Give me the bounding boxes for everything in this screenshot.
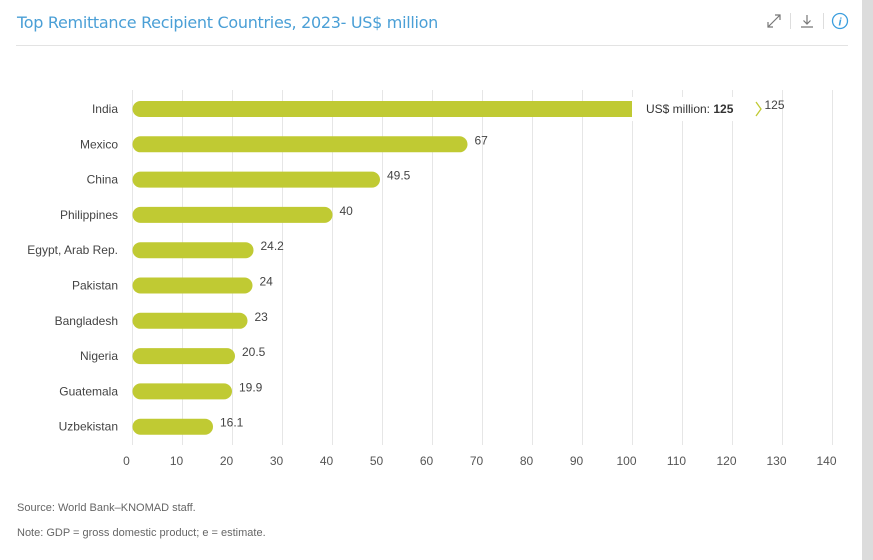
tooltip-box [632, 97, 760, 121]
x-tick-label: 40 [320, 454, 334, 468]
data-label: 20.5 [242, 345, 266, 359]
tooltip-pointer-icon [755, 101, 762, 117]
category-label: Pakistan [72, 279, 118, 293]
header-divider [16, 45, 848, 46]
bar [132, 383, 232, 400]
category-label: Philippines [60, 208, 118, 222]
svg-text:i: i [838, 17, 842, 29]
category-label: Egypt, Arab Rep. [27, 243, 118, 257]
bar [132, 242, 254, 259]
data-label: 19.9 [239, 380, 263, 394]
bar [132, 101, 758, 117]
expand-icon[interactable] [762, 12, 786, 30]
category-label: Guatemala [59, 384, 118, 398]
x-tick-label: 0 [123, 454, 130, 468]
x-tick-label: 90 [570, 454, 584, 468]
x-tick-label: 70 [470, 454, 484, 468]
data-label: 40 [340, 204, 354, 218]
data-label: 24.2 [261, 239, 285, 253]
bar [132, 277, 253, 294]
info-icon[interactable]: i [828, 12, 852, 30]
x-tick-label: 60 [420, 454, 434, 468]
x-tick-label: 100 [616, 454, 636, 468]
x-tick-label: 50 [370, 454, 384, 468]
download-icon[interactable] [795, 12, 819, 30]
category-label: India [92, 102, 118, 116]
source-note: Source: World Bank–KNOMAD staff. [17, 502, 196, 514]
footnote: Note: GDP = gross domestic product; e = … [17, 527, 266, 539]
data-label: 67 [475, 133, 489, 147]
chart-title: Top Remittance Recipient Countries, 2023… [17, 13, 439, 32]
category-label: Mexico [80, 137, 118, 151]
data-label: 125 [765, 98, 785, 112]
x-tick-label: 80 [520, 454, 534, 468]
x-tick-label: 120 [716, 454, 736, 468]
toolbar: i [762, 12, 852, 30]
category-label: Bangladesh [55, 314, 118, 328]
x-tick-label: 110 [667, 454, 686, 468]
divider [790, 13, 791, 29]
x-tick-label: 30 [270, 454, 284, 468]
x-tick-label: 140 [816, 454, 836, 468]
bar [132, 206, 333, 223]
data-label: 23 [255, 310, 269, 324]
data-label: 24 [260, 275, 274, 289]
bar [132, 136, 468, 153]
x-tick-label: 20 [220, 454, 234, 468]
data-label: 49.5 [387, 169, 411, 183]
divider [823, 13, 824, 29]
category-label: China [87, 173, 119, 187]
tooltip-value: 125 [713, 102, 733, 116]
category-label: Uzbekistan [59, 420, 118, 434]
data-label: 16.1 [220, 416, 244, 430]
bar [132, 348, 235, 365]
bar [132, 171, 380, 188]
tooltip-text: US$ million: 125 [646, 102, 734, 116]
tooltip-label: US$ million: [646, 102, 713, 116]
x-tick-label: 10 [170, 454, 184, 468]
bar [132, 312, 248, 329]
bar-chart: 0 10 20 30 40 50 60 70 80 90 100 110 120 130 140 India 1… [27, 90, 837, 468]
bar [132, 418, 213, 435]
x-tick-label: 130 [766, 454, 786, 468]
category-label: Nigeria [80, 349, 118, 363]
scrollbar[interactable] [862, 0, 873, 560]
